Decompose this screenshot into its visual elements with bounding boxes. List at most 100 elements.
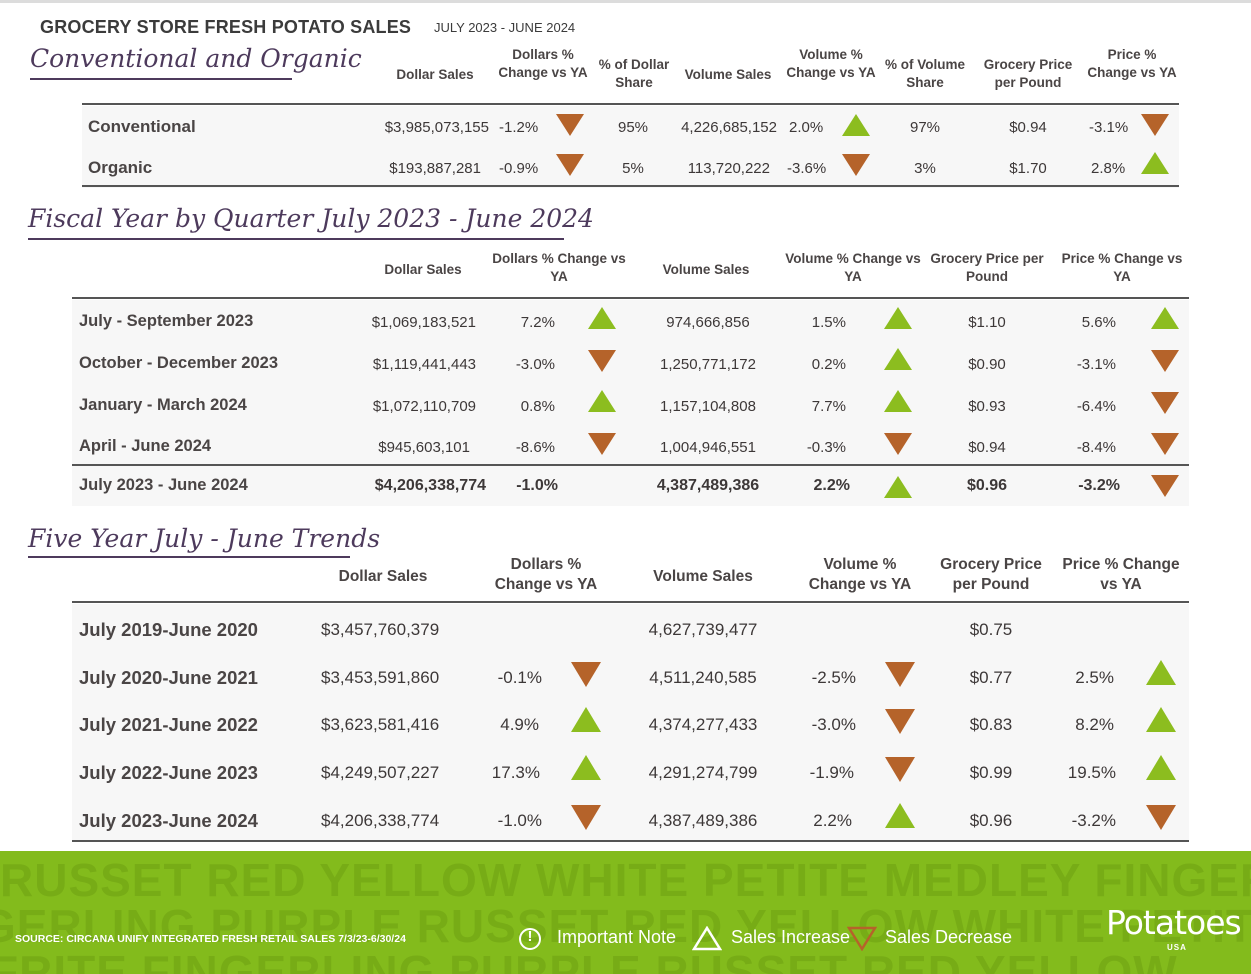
- section2-background: [72, 300, 1189, 506]
- page-period: JULY 2023 - JUNE 2024: [434, 20, 576, 35]
- row-label: January - March 2024: [79, 396, 247, 414]
- row-label: July 2019-June 2020: [79, 619, 258, 640]
- dollar-change: -1.2%: [499, 119, 539, 136]
- s2-header-dollar-change: Dollars % Change vs YA: [492, 251, 626, 284]
- trend-up-icon: [1151, 307, 1179, 329]
- volume-sales: 4,291,274,799: [648, 763, 758, 782]
- dollar-sales: $4,206,338,774: [321, 811, 440, 830]
- grocery-price: $0.94: [968, 439, 1006, 456]
- footer-watermark-line: RUSSET RED YELLOW WHITE PETITE MEDLEY FI…: [0, 854, 1251, 906]
- volume-sales: 974,666,856: [666, 314, 750, 331]
- section3-background: [72, 604, 1189, 842]
- volume-sales: 1,157,104,808: [660, 398, 756, 415]
- volume-share: 3%: [914, 160, 936, 177]
- dollar-sales: $1,072,110,709: [372, 398, 476, 415]
- grocery-price: $0.90: [968, 356, 1006, 373]
- trend-up-icon: [885, 803, 915, 828]
- dollar-sales: $3,453,591,860: [321, 668, 440, 687]
- grocery-price: $0.94: [1009, 119, 1047, 136]
- volume-sales: 1,250,771,172: [660, 356, 756, 373]
- dollar-change: 0.8%: [520, 398, 555, 415]
- source-note: SOURCE: CIRCANA UNIFY INTEGRATED FRESH R…: [15, 933, 406, 945]
- important-note-icon: [519, 928, 541, 950]
- trend-down-icon: [842, 154, 870, 176]
- potatoes-usa-logo: Potatoes: [1106, 903, 1242, 942]
- trend-down-icon: [556, 154, 584, 176]
- s2-header-dollar-sales: Dollar Sales: [384, 262, 462, 277]
- dollar-share: 5%: [622, 160, 644, 177]
- volume-change: -3.0%: [811, 715, 856, 734]
- footer-watermark-line: GERLING PURPLE RUSSET RED YELLOW WHITE P…: [0, 900, 1251, 952]
- volume-change: 2.0%: [789, 119, 824, 136]
- section2-title-underline: [28, 238, 564, 240]
- increase-triangle-icon: [692, 926, 722, 951]
- section2-title: Fiscal Year by Quarter July 2023 - June …: [28, 204, 594, 233]
- grocery-price: $0.83: [969, 715, 1013, 734]
- trend-down-icon: [1151, 433, 1179, 455]
- s1-header-rule: [82, 103, 1179, 105]
- price-change: 8.2%: [1075, 715, 1114, 734]
- volume-sales: 1,004,946,551: [660, 439, 756, 456]
- dollar-change: 17.3%: [491, 763, 540, 782]
- footer-watermark-line: FRITE FINGERLING PURPLE RUSSET RED YELLO…: [0, 946, 1178, 974]
- grocery-price: $0.93: [968, 398, 1006, 415]
- volume-sales: 4,226,685,152: [681, 119, 777, 136]
- dollar-sales: $1,119,441,443: [372, 356, 476, 373]
- volume-share: 97%: [909, 119, 941, 136]
- s2-total-rule: [72, 464, 1189, 466]
- price-change: -3.2%: [1078, 477, 1120, 494]
- volume-change: 1.5%: [811, 314, 846, 331]
- grocery-price: $0.75: [969, 620, 1013, 639]
- volume-sales: 4,374,277,433: [648, 715, 758, 734]
- price-change: -3.1%: [1076, 356, 1116, 373]
- grocery-price: $0.77: [969, 668, 1013, 687]
- grocery-price: $0.96: [966, 477, 1008, 494]
- trend-up-icon: [884, 476, 912, 498]
- volume-sales: 4,387,489,386: [656, 477, 760, 494]
- trend-down-icon: [588, 433, 616, 455]
- trend-down-icon: [1146, 805, 1176, 830]
- legend-sales-decrease: Sales Decrease: [885, 927, 1013, 947]
- dollar-sales: $4,249,507,227: [321, 763, 440, 782]
- s2-header-price-change: Price % Change vs YA: [1061, 251, 1183, 284]
- trend-down-icon: [885, 662, 915, 687]
- dollar-sales: $3,457,760,379: [321, 620, 440, 639]
- s3-header-dollar-sales: Dollar Sales: [338, 568, 428, 585]
- trend-down-icon: [1141, 114, 1169, 136]
- row-label: July 2022-June 2023: [79, 762, 258, 783]
- s2-header-volume-change: Volume % Change vs YA: [785, 251, 921, 284]
- section1-title: Conventional and Organic: [30, 44, 362, 73]
- s1-header-price-change: Price % Change vs YA: [1087, 47, 1177, 80]
- trend-up-icon: [884, 348, 912, 370]
- price-change: 5.6%: [1081, 314, 1116, 331]
- row-label: April - June 2024: [79, 437, 212, 455]
- trend-up-icon: [1146, 707, 1176, 732]
- trend-down-icon: [885, 709, 915, 734]
- s1-header-dollar-share: % of Dollar Share: [598, 57, 670, 90]
- s1-header-grocery-price: Grocery Price per Pound: [983, 57, 1073, 90]
- volume-sales: 113,720,222: [687, 160, 770, 177]
- dollar-sales: $3,985,073,155: [384, 119, 489, 136]
- dollar-sales: $193,887,281: [389, 160, 481, 177]
- volume-change: -0.3%: [806, 439, 846, 456]
- s3-header-volume-change: Volume % Change vs YA: [808, 556, 912, 594]
- logo-subtitle: USA: [1167, 943, 1187, 952]
- price-change: 2.5%: [1075, 668, 1114, 687]
- trend-down-icon: [571, 805, 601, 830]
- s3-bottom-rule: [72, 840, 1189, 842]
- trend-down-icon: [588, 350, 616, 372]
- price-change: -6.4%: [1076, 398, 1116, 415]
- price-change: 19.5%: [1067, 763, 1116, 782]
- trend-down-icon: [884, 433, 912, 455]
- dollar-change: -8.6%: [515, 439, 555, 456]
- page-title: GROCERY STORE FRESH POTATO SALES: [40, 17, 412, 37]
- legend-important-note: Important Note: [557, 927, 677, 947]
- dollar-change: 7.2%: [520, 314, 555, 331]
- s3-header-price-change: Price % Change vs YA: [1062, 556, 1180, 594]
- trend-up-icon: [571, 707, 601, 732]
- dollar-sales: $3,623,581,416: [321, 715, 440, 734]
- trend-up-icon: [588, 307, 616, 329]
- s2-header-volume-sales: Volume Sales: [662, 262, 750, 277]
- s1-bottom-rule: [82, 185, 1179, 187]
- row-label: July 2023 - June 2024: [79, 476, 248, 494]
